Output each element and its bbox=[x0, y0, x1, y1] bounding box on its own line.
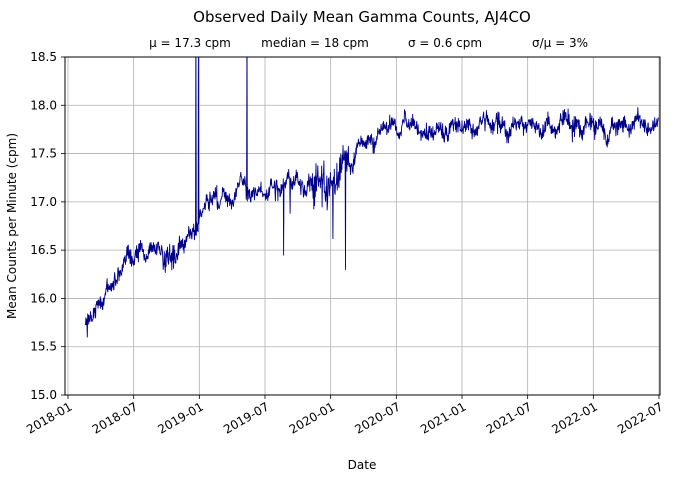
data-series bbox=[85, 57, 659, 338]
x-tick-label: 2021-01 bbox=[418, 399, 468, 436]
x-tick-label: 2020-07 bbox=[352, 399, 402, 436]
y-tick-label: 17.0 bbox=[30, 195, 57, 209]
stat-median: median = 18 cpm bbox=[261, 36, 369, 50]
axis-ticks bbox=[61, 56, 660, 399]
y-tick-label: 18.5 bbox=[30, 50, 57, 64]
x-tick-label: 2020-01 bbox=[287, 399, 337, 436]
x-tick-label: 2021-07 bbox=[484, 399, 534, 436]
data-line bbox=[85, 57, 659, 338]
y-tick-label: 16.0 bbox=[30, 291, 57, 305]
x-tick-label: 2019-01 bbox=[155, 399, 205, 436]
chart-title: Observed Daily Mean Gamma Counts, AJ4CO bbox=[193, 8, 531, 26]
plot-area bbox=[65, 57, 660, 395]
x-tick-label: 2022-07 bbox=[615, 399, 665, 436]
y-tick-label: 17.5 bbox=[30, 147, 57, 161]
x-axis-label: Date bbox=[348, 458, 377, 472]
x-tick-label: 2018-01 bbox=[24, 399, 74, 436]
y-tick-label: 16.5 bbox=[30, 243, 57, 257]
stat-sigma: σ = 0.6 cpm bbox=[408, 36, 482, 50]
x-tick-label: 2019-07 bbox=[221, 399, 271, 436]
stat-mu: μ = 17.3 cpm bbox=[149, 36, 231, 50]
x-tick-label: 2022-01 bbox=[549, 399, 599, 436]
gridlines bbox=[65, 56, 660, 396]
y-tick-label: 15.0 bbox=[30, 388, 57, 402]
y-tick-label: 15.5 bbox=[30, 340, 57, 354]
plot-border bbox=[64, 56, 661, 396]
y-axis-label: Mean Counts per Minute (cpm) bbox=[5, 133, 19, 319]
y-tick-label: 18.0 bbox=[30, 98, 57, 112]
stat-sigma-mu-ratio: σ/μ = 3% bbox=[532, 36, 588, 50]
x-tick-label: 2018-07 bbox=[90, 399, 140, 436]
